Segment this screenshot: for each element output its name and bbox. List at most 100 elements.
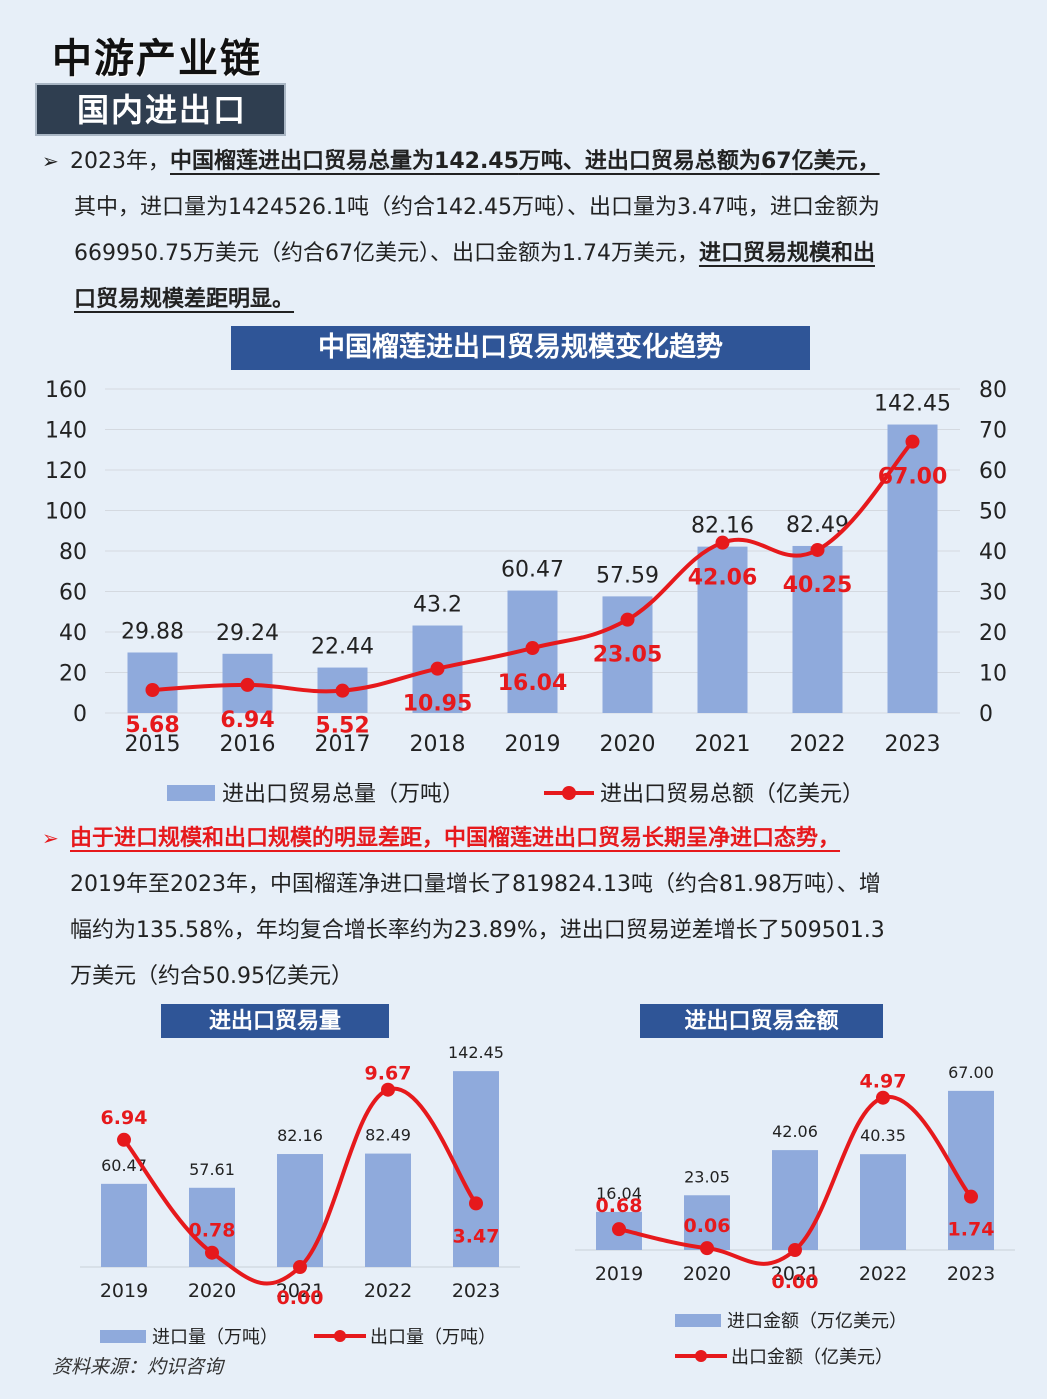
- line-point: [964, 1189, 978, 1204]
- bar: [453, 1071, 499, 1267]
- volume-chart: 60.47 2019 57.61 2020 82.16 2021 82.49 2022 142.…: [80, 1043, 520, 1348]
- bar: [684, 1195, 730, 1250]
- line-point: [430, 661, 445, 676]
- x-tick: 2019: [505, 732, 561, 757]
- y-tick-left: 60: [59, 581, 87, 606]
- line-point: [205, 1245, 219, 1260]
- analysis-paragraph: ➢ 由于进口规模和出口规模的明显差距，中国榴莲进出口贸易长期呈净进口态势， 201…: [42, 815, 1017, 1000]
- bar-label: 57.61: [189, 1160, 235, 1179]
- line-label: 0.78: [189, 1220, 236, 1242]
- y-tick-right: 60: [979, 459, 1007, 484]
- y-tick-left: 120: [45, 459, 87, 484]
- x-tick: 2019: [595, 1263, 643, 1285]
- summary-line-4-highlight: 口贸易规模差距明显。: [74, 287, 295, 312]
- y-tick-left: 80: [59, 540, 87, 565]
- line-point: [810, 542, 825, 557]
- bar-label: 142.45: [448, 1043, 504, 1062]
- line-label: 67.00: [878, 465, 948, 490]
- y-tick-left: 100: [45, 500, 87, 525]
- line-label: 4.97: [860, 1071, 907, 1093]
- line-point: [612, 1222, 626, 1237]
- line-point: [788, 1243, 802, 1257]
- legend-bar-label: 进口金额（万亿美元）: [727, 1311, 907, 1332]
- y-tick-right: 20: [979, 621, 1007, 646]
- line-label: 42.06: [688, 566, 758, 591]
- line-label: 0.00: [772, 1271, 819, 1293]
- line-point: [700, 1241, 714, 1256]
- legend-bar-swatch: [675, 1314, 721, 1327]
- line-label: 5.52: [315, 714, 369, 739]
- section-tab: 国内进出口: [35, 83, 286, 136]
- line-series: [122, 1086, 478, 1286]
- bar-label: 42.06: [772, 1122, 818, 1141]
- main-chart: 0 20 40 60 80 100 120 140 160 0 10 20 30 40 50 60 70 80 29…: [45, 378, 1007, 807]
- line-point: [335, 683, 350, 698]
- x-tick: 2022: [790, 732, 846, 757]
- bar: [887, 424, 938, 713]
- bar-label: 67.00: [948, 1063, 994, 1082]
- bar: [697, 546, 748, 713]
- line-point: [240, 677, 255, 692]
- bar-label: 142.45: [874, 392, 951, 417]
- line-point: [620, 612, 635, 627]
- line-series: [152, 440, 915, 694]
- x-tick: 2020: [188, 1280, 236, 1302]
- legend-bar-swatch: [167, 785, 215, 801]
- x-tick: 2020: [600, 732, 656, 757]
- line-point: [145, 682, 160, 697]
- analysis-line-4: 万美元（约合50.95亿美元）: [70, 964, 353, 989]
- bar-label: 43.2: [413, 593, 462, 618]
- x-tick: 2023: [885, 732, 941, 757]
- y-tick-right: 40: [979, 540, 1007, 565]
- y-tick-right: 0: [979, 702, 993, 727]
- legend-line-label: 进出口贸易总额（亿美元）: [600, 782, 864, 807]
- x-tick: 2023: [452, 1280, 500, 1302]
- line-label: 6.94: [220, 708, 274, 733]
- bar: [101, 1183, 147, 1267]
- line-label: 0.68: [596, 1195, 643, 1217]
- analysis-line-1-text: 由于进口规模和出口规模的明显差距，中国榴莲进出口贸易长期呈净进口态势，: [70, 826, 841, 851]
- line-label: 0.06: [684, 1215, 731, 1237]
- bullet-arrow-icon: ➢: [42, 149, 59, 173]
- x-tick: 2021: [276, 1280, 324, 1302]
- bar: [792, 545, 843, 713]
- summary-paragraph: ➢ 2023年，中国榴莲进出口贸易总量为142.45万吨、进出口贸易总额为67亿美…: [42, 138, 1017, 323]
- source-note: 资料来源：灼识咨询: [52, 1356, 224, 1378]
- y-tick-left: 20: [59, 662, 87, 687]
- summary-line-1: ➢ 2023年，中国榴莲进出口贸易总量为142.45万吨、进出口贸易总额为67亿美…: [42, 138, 1017, 185]
- y-tick-left: 40: [59, 621, 87, 646]
- bar-label: 23.05: [684, 1167, 730, 1186]
- line-point: [469, 1196, 483, 1211]
- analysis-line-3: 幅约为135.58%，年均复合增长率约为23.89%，进出口贸易逆差增长了509…: [70, 918, 885, 943]
- analysis-line-1: ➢ 由于进口规模和出口规模的明显差距，中国榴莲进出口贸易长期呈净进口态势，: [42, 815, 1017, 862]
- y-tick-right: 50: [979, 500, 1007, 525]
- line-label: 1.74: [948, 1219, 995, 1241]
- y-tick-right: 70: [979, 419, 1007, 444]
- line-point: [876, 1090, 890, 1105]
- bar-label: 82.16: [277, 1126, 323, 1145]
- line-label: 6.94: [101, 1107, 148, 1129]
- y-tick-left: 160: [45, 378, 87, 403]
- y-tick-left: 140: [45, 419, 87, 444]
- legend-line-marker: [334, 1330, 346, 1342]
- value-chart-title: 进出口贸易金额: [640, 1004, 883, 1038]
- bullet-arrow-red-icon: ➢: [42, 826, 59, 850]
- legend-line-label: 出口金额（亿美元）: [731, 1347, 893, 1368]
- bar-label: 57.59: [596, 563, 659, 588]
- bar: [860, 1154, 906, 1250]
- page-title: 中游产业链: [52, 35, 262, 82]
- legend-line-marker: [695, 1350, 707, 1362]
- line-point: [525, 641, 540, 656]
- main-chart-title: 中国榴莲进出口贸易规模变化趋势: [231, 326, 810, 370]
- summary-highlight-b: 万吨、进出口贸易总额为: [518, 149, 761, 174]
- line-label: 10.95: [403, 692, 473, 717]
- legend-bar-label: 进出口贸易总量（万吨）: [222, 782, 464, 807]
- bar: [772, 1150, 818, 1250]
- bar: [277, 1154, 323, 1267]
- bar-label: 82.49: [365, 1126, 411, 1145]
- line-point: [293, 1260, 307, 1274]
- line-label: 5.68: [125, 713, 179, 738]
- line-label: 3.47: [453, 1225, 500, 1247]
- line-point: [117, 1132, 131, 1147]
- volume-chart-title: 进出口贸易量: [161, 1004, 389, 1038]
